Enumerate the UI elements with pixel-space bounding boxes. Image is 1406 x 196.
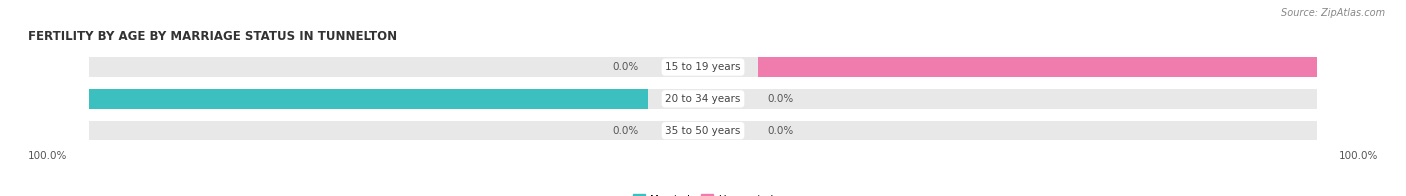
Bar: [90, 121, 1316, 141]
Text: 35 to 50 years: 35 to 50 years: [665, 126, 741, 136]
Bar: [90, 89, 648, 109]
Text: 20 to 34 years: 20 to 34 years: [665, 94, 741, 104]
Text: 0.0%: 0.0%: [768, 126, 793, 136]
Bar: [758, 57, 1316, 77]
Legend: Married, Unmarried: Married, Unmarried: [628, 190, 778, 196]
Text: 0.0%: 0.0%: [613, 62, 638, 72]
Text: Source: ZipAtlas.com: Source: ZipAtlas.com: [1281, 8, 1385, 18]
Bar: [90, 57, 1316, 77]
Bar: [90, 89, 1316, 109]
Text: FERTILITY BY AGE BY MARRIAGE STATUS IN TUNNELTON: FERTILITY BY AGE BY MARRIAGE STATUS IN T…: [28, 30, 398, 43]
Text: 0.0%: 0.0%: [613, 126, 638, 136]
Text: 100.0%: 100.0%: [1339, 151, 1378, 161]
Text: 100.0%: 100.0%: [28, 151, 67, 161]
Text: 0.0%: 0.0%: [768, 94, 793, 104]
Text: 100.0%: 100.0%: [1326, 62, 1369, 72]
Text: 100.0%: 100.0%: [37, 94, 80, 104]
Text: 15 to 19 years: 15 to 19 years: [665, 62, 741, 72]
